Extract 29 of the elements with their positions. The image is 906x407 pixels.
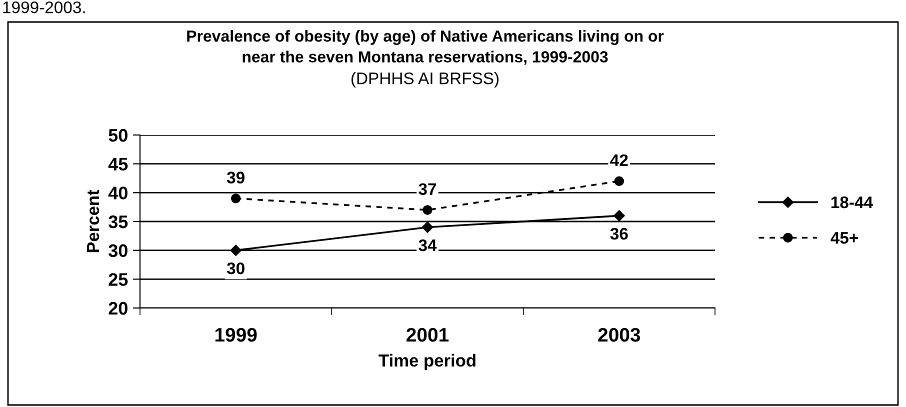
y-tick-label: 35 [108, 215, 128, 228]
point [230, 244, 242, 256]
x-tick-label: 1999 [215, 328, 257, 342]
data-label: 37 [418, 183, 436, 196]
text: 1999-2003. [3, 1, 85, 14]
y-tick-label: 20 [108, 302, 128, 315]
data-label: 39 [226, 172, 244, 184]
legend-label: 45+ [830, 232, 858, 244]
data-label: 42 [610, 154, 628, 166]
point [614, 176, 624, 186]
legend-label: 18-44 [831, 196, 873, 208]
point [230, 194, 241, 204]
data-label: 34 [418, 239, 437, 252]
y-tick-label: 50 [108, 128, 128, 142]
y-tick-label: 45 [108, 158, 128, 171]
point [614, 210, 625, 222]
chart-title: Prevalence of obesity (by age) of Native Americans living on or near the seven Montana reservations, 1999-2003 [187, 30, 664, 65]
x-tick-label: 2001 [406, 328, 449, 342]
y-tick-label: 30 [108, 244, 128, 258]
point [422, 205, 432, 215]
y-axis-title: Percent [87, 190, 100, 252]
data-label: 36 [610, 228, 628, 240]
y-tick-label: 40 [108, 186, 128, 200]
x-tick-label: 2003 [598, 328, 640, 342]
data-label: 30 [226, 262, 244, 274]
x-axis-title: Time period [378, 354, 476, 370]
point [422, 222, 434, 233]
chart-subtitle: (DPHHS AI BRFSS) [351, 72, 499, 88]
y-tick-label: 25 [108, 273, 128, 286]
